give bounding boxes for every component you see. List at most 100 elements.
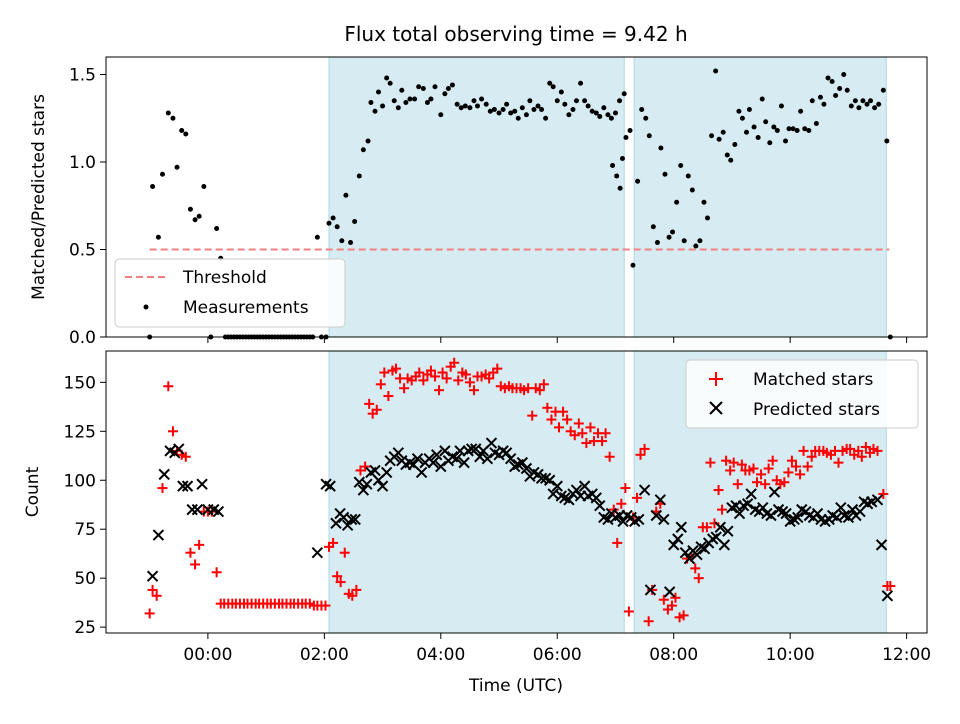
matched-star-marker — [693, 573, 704, 584]
measurement-point — [763, 119, 769, 125]
predicted-star-marker — [173, 443, 185, 455]
predicted-star-marker — [481, 453, 494, 465]
predicted-star-marker — [516, 456, 529, 469]
top-y-axis-label: Matched/Predicted stars — [29, 94, 49, 300]
measurement-point — [650, 224, 656, 230]
matched-star-marker — [383, 391, 394, 402]
matched-star-marker — [612, 537, 623, 548]
measurement-point — [617, 98, 623, 104]
measurement-point — [527, 98, 533, 104]
predicted-star-marker — [658, 513, 670, 526]
measurement-point — [876, 101, 882, 107]
predicted-star-marker — [698, 543, 711, 555]
measurement-point — [674, 199, 680, 205]
measurement-point — [432, 84, 438, 90]
predicted-star-marker — [152, 529, 165, 541]
top-y-ticks: 0.0 0.5 1.0 1.5 — [69, 66, 106, 348]
matched-star-marker — [538, 379, 549, 390]
predicted-star-marker — [361, 478, 373, 490]
matched-star-marker — [328, 537, 339, 548]
measurement-point — [860, 98, 866, 104]
matched-star-marker — [157, 483, 168, 494]
matched-star-marker — [151, 590, 162, 601]
measurement-point — [384, 75, 390, 81]
matched-star-marker — [320, 600, 331, 611]
predicted-star-marker — [654, 494, 667, 506]
matched-star-marker — [441, 373, 452, 384]
predicted-star-marker — [792, 511, 804, 524]
top-legend: Threshold Measurements — [114, 258, 346, 328]
predicted-star-marker — [450, 453, 463, 465]
measurement-point — [643, 115, 649, 121]
measurement-point — [678, 163, 684, 168]
legend-threshold-label: Threshold — [182, 268, 267, 288]
predicted-star-marker — [191, 503, 204, 516]
matched-star-marker — [347, 590, 358, 601]
matched-star-marker — [360, 461, 371, 472]
matched-star-marker — [632, 492, 643, 503]
matched-star-marker — [643, 616, 654, 627]
measurement-point — [445, 86, 451, 91]
measurement-point — [519, 105, 525, 111]
measurement-point — [621, 91, 627, 97]
matched-star-marker — [666, 600, 677, 611]
measurement-point — [467, 105, 473, 111]
matched-star-marker — [806, 451, 817, 462]
xtick-label: 12:00 — [882, 645, 931, 665]
predicted-star-marker — [722, 525, 734, 537]
measurement-point — [739, 115, 745, 121]
measurement-point — [701, 199, 707, 205]
measurement-point — [783, 138, 789, 144]
bot-ytick-label: 150 — [64, 373, 96, 393]
predicted-star-marker — [500, 447, 513, 459]
measurement-point — [825, 75, 831, 81]
predicted-star-marker — [672, 533, 684, 545]
measurement-point — [491, 107, 497, 112]
matched-star-marker — [756, 469, 767, 480]
top-axes-frame — [105, 56, 928, 338]
predicted-star-marker — [881, 590, 894, 602]
measurement-point — [693, 243, 699, 249]
matched-star-marker — [185, 547, 196, 558]
measurement-point — [724, 152, 730, 158]
matched-star-marker — [180, 451, 191, 462]
matched-star-marker — [623, 606, 634, 617]
measurement-point — [767, 140, 773, 146]
measurement-point — [535, 103, 541, 109]
bot-ytick-label: 75 — [74, 520, 96, 540]
measurement-point — [183, 131, 189, 137]
legend-matched-label: Matched stars — [753, 370, 873, 390]
matched-star-marker — [647, 584, 658, 595]
measurement-point — [884, 138, 890, 144]
matched-stars-points — [144, 357, 896, 627]
matched-star-marker — [872, 445, 883, 456]
measurement-point — [689, 187, 695, 193]
matched-star-marker — [779, 477, 790, 488]
measurement-point — [608, 115, 614, 121]
measurement-point — [416, 84, 422, 90]
matched-star-marker — [434, 385, 445, 396]
matched-star-marker — [639, 443, 650, 454]
measurement-point — [617, 185, 623, 191]
bottom-y-ticks: 25 50 75 100 125 150 — [64, 373, 106, 638]
matched-star-marker — [351, 584, 362, 595]
measurement-point — [487, 108, 493, 114]
measurement-point — [601, 105, 607, 111]
measurement-point — [449, 82, 455, 88]
measurement-point — [471, 98, 477, 104]
matched-star-marker — [492, 363, 503, 374]
matched-star-marker — [721, 455, 732, 466]
measurement-point — [155, 234, 161, 240]
measurement-point — [380, 103, 386, 109]
measurement-point — [343, 192, 349, 198]
measurement-point — [566, 112, 572, 118]
predicted-star-marker — [427, 456, 439, 469]
matched-star-marker — [418, 375, 429, 386]
measurement-point — [201, 184, 207, 189]
measurement-point — [356, 173, 362, 179]
measurement-point — [736, 108, 742, 114]
matched-star-marker — [546, 414, 557, 425]
matched-star-marker — [468, 385, 479, 396]
predicted-star-marker — [718, 539, 731, 551]
matched-star-marker — [437, 367, 448, 378]
